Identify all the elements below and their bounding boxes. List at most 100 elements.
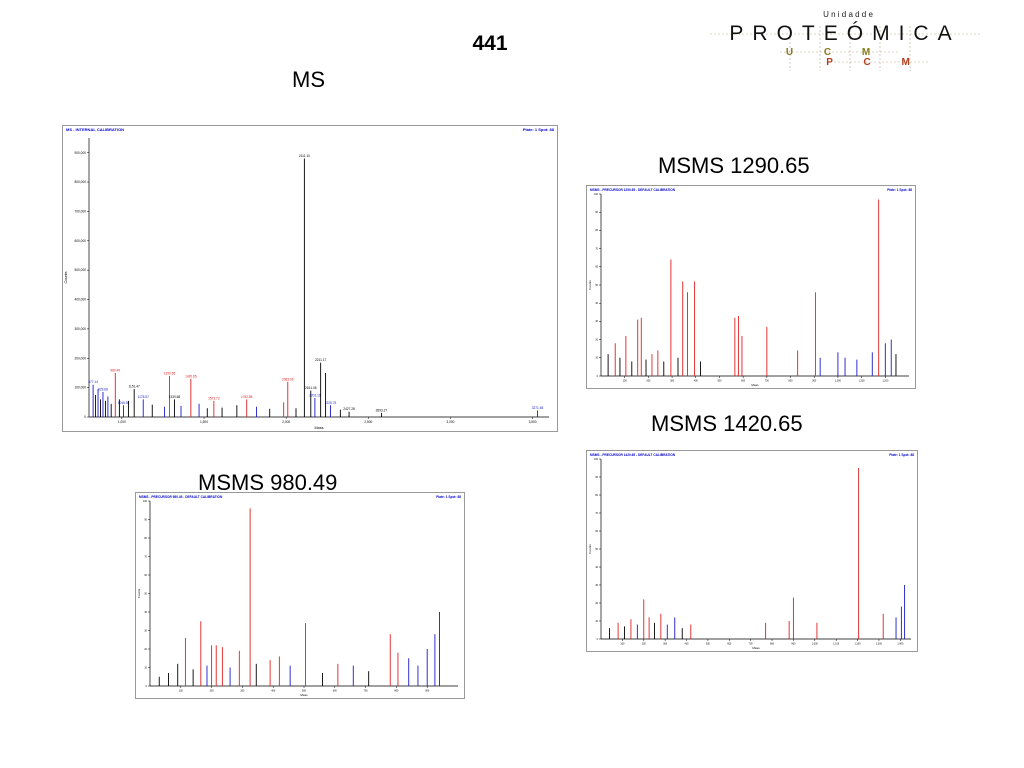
ms-y-tick-label: 300,000 — [74, 327, 86, 331]
msms1-x-tick-label: 600 — [741, 379, 746, 382]
ms-peak-label: 3271.65 — [532, 406, 544, 410]
ms-y-tick-label: 800,000 — [74, 180, 86, 184]
ms-x-tick-label: 2,500 — [364, 420, 372, 424]
msms3-y-tick-label: 80 — [144, 537, 147, 540]
ms-x-tick-label: 1,000 — [118, 420, 126, 424]
msms2-x-tick-label: 200 — [642, 642, 647, 645]
msms2-x-tick-label: 1,300 — [876, 642, 883, 645]
msms2-x-tick-label: 1,200 — [855, 642, 862, 645]
msms1-x-tick-label: 200 — [646, 379, 651, 382]
msms2-x-tick-label: 700 — [749, 642, 754, 645]
ms-y-tick-label: 200,000 — [74, 356, 86, 360]
msms3-y-tick-label: 100 — [143, 500, 148, 503]
msms1-x-tick-label: 1,000 — [835, 379, 842, 382]
msms3-x-tick-label: 600 — [333, 689, 338, 692]
msms3-y-tick-label: 10 — [144, 666, 147, 669]
msms2-y-tick-label: 20 — [595, 602, 598, 605]
msms3-y-tick-label: 50 — [144, 592, 147, 595]
msms2-y-axis-label: Counts — [588, 544, 592, 554]
msms1-spectrum-svg: MSMS - PRECURSOR 1290.65 - DEFAULT CALIB… — [588, 188, 912, 387]
msms1-y-tick-label: 90 — [595, 211, 598, 214]
msms2-x-tick-label: 100 — [620, 642, 625, 645]
ms-spectrum-svg: MS - INTERNAL CALIBRATION Plate: 1 Spot: … — [64, 127, 555, 430]
ms-x-tick-label: 1,500 — [200, 420, 208, 424]
msms2-spectrum-chart: MSMS - PRECURSOR 1420.65 - DEFAULT CALIB… — [586, 450, 918, 652]
msms3-x-tick-label: 300 — [240, 689, 245, 692]
ms-peak-label: 2211.17 — [315, 358, 327, 362]
msms2-x-tick-label: 600 — [727, 642, 732, 645]
ms-y-axis-label: Counts — [64, 271, 68, 283]
ms-y-tick-label: 400,000 — [74, 298, 86, 302]
msms2-y-tick-label: 30 — [595, 584, 598, 587]
msms1-y-tick-label: 80 — [595, 229, 598, 232]
ms-peak-label: 2111.10 — [299, 154, 310, 158]
msms2-x-tick-label: 1,000 — [812, 642, 819, 645]
ms-peak-label: 980.49 — [110, 368, 120, 372]
ms-spectrum-chart: MS - INTERNAL CALIBRATION Plate: 1 Spot: … — [62, 125, 558, 432]
msms3-x-tick-label: 100 — [179, 689, 184, 692]
msms1-y-tick-label: 10 — [595, 357, 598, 360]
msms3-x-tick-label: 500 — [302, 689, 307, 692]
msms1-x-tick-label: 500 — [717, 379, 722, 382]
msms3-y-tick-label: 90 — [144, 518, 147, 521]
msms1-y-tick-label: 60 — [595, 266, 598, 269]
ms-y-tick-label: 100,000 — [74, 386, 86, 390]
msms2-y-tick-label: 0 — [597, 638, 599, 641]
slide-title: 441 — [472, 32, 508, 55]
msms3-x-tick-label: 900 — [425, 689, 430, 692]
ms-peak-label: 2083.06 — [282, 377, 294, 381]
ms-peak-label: 1045.55 — [118, 401, 130, 405]
msms1-x-tick-label: 1,100 — [859, 379, 866, 382]
ms-peak-label: 1290.65 — [164, 371, 176, 375]
msms1-x-tick-label: 700 — [765, 379, 770, 382]
msms2-x-tick-label: 900 — [791, 642, 796, 645]
ms-peak-label: 1420.65 — [185, 374, 197, 378]
msms3-y-tick-label: 40 — [144, 611, 147, 614]
ms-peak-label: 1151.47 — [129, 385, 141, 389]
ms-y-tick-label: 700,000 — [74, 209, 86, 213]
msms1-x-tick-label: 900 — [812, 379, 817, 382]
msms1-x-axis-label: Mass — [751, 383, 759, 387]
ms-x-axis-label: Mass — [314, 426, 323, 430]
ms-peak-label: 1178.57 — [138, 395, 150, 399]
msms2-x-tick-label: 1,400 — [897, 642, 904, 645]
logo-sub-word-pcm: P C M — [826, 57, 924, 68]
msms1-y-axis-label: Counts — [588, 280, 592, 290]
msms3-x-axis-label: Mass — [300, 693, 308, 697]
msms2-x-axis-label: Mass — [752, 646, 760, 650]
msms1-y-tick-label: 70 — [595, 247, 598, 250]
msms3-y-tick-label: 0 — [146, 685, 148, 688]
ms-peak-label: 2203.19 — [309, 393, 321, 397]
msms2-x-tick-label: 300 — [663, 642, 668, 645]
msms1-x-tick-label: 1,200 — [882, 379, 889, 382]
proteomica-logo: U n i d a d d e PROTEÓMICA U C M P C M — [700, 6, 990, 76]
logo-main-word: PROTEÓMICA — [729, 22, 960, 45]
msms3-header-left: MSMS - PRECURSOR 980.49 - DEFAULT CALIBR… — [139, 495, 223, 499]
msms3-caption: MSMS 980.49 — [198, 470, 338, 495]
msms1-spectrum-chart: MSMS - PRECURSOR 1290.65 - DEFAULT CALIB… — [586, 185, 916, 389]
ms-peak-label: 1573.72 — [208, 396, 220, 400]
ms-y-tick-label: 500,000 — [74, 268, 86, 272]
ms-header-right: Plate: 1 Spot: 88 — [523, 127, 555, 132]
msms3-x-tick-label: 800 — [394, 689, 399, 692]
logo-sub-word-ucm: U C M — [786, 47, 884, 58]
msms2-x-tick-label: 1,100 — [833, 642, 840, 645]
msms2-y-tick-label: 100 — [594, 458, 599, 461]
msms1-header-right: Plate: 1 Spot: 88 — [887, 188, 912, 192]
msms2-y-tick-label: 40 — [595, 566, 598, 569]
msms3-spectrum-svg: MSMS - PRECURSOR 980.49 - DEFAULT CALIBR… — [137, 495, 461, 697]
msms1-header-left: MSMS - PRECURSOR 1290.65 - DEFAULT CALIB… — [590, 188, 676, 192]
ms-header-left: MS - INTERNAL CALIBRATION — [66, 127, 124, 132]
msms1-x-tick-label: 100 — [623, 379, 628, 382]
logo-top-line: U n i d a d d e — [823, 10, 873, 19]
msms1-y-tick-label: 40 — [595, 302, 598, 305]
msms2-y-tick-label: 60 — [595, 530, 598, 533]
msms2-header-left: MSMS - PRECURSOR 1420.65 - DEFAULT CALIB… — [590, 453, 676, 457]
ms-peak-label: 1782.85 — [241, 395, 253, 399]
msms3-header-right: Plate: 1 Spot: 88 — [436, 495, 461, 499]
msms3-y-tick-label: 70 — [144, 555, 147, 558]
msms1-y-tick-label: 30 — [595, 320, 598, 323]
ms-y-tick-label: 900,000 — [74, 151, 86, 155]
msms1-y-tick-label: 0 — [597, 375, 599, 378]
msms1-caption: MSMS 1290.65 — [658, 153, 810, 178]
